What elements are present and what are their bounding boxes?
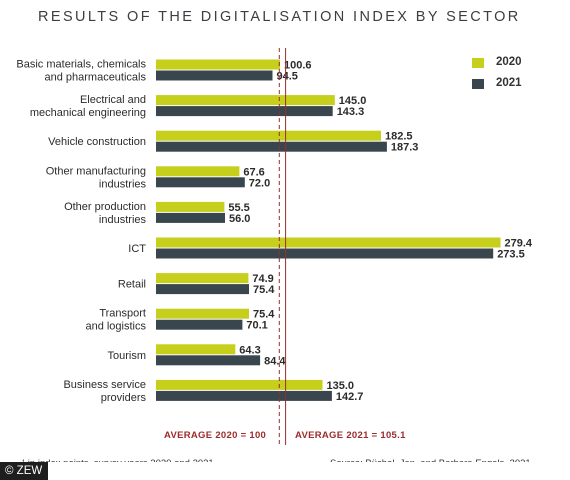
bar-2021-1 — [156, 106, 333, 117]
value-label-2021-6: 75.4 — [253, 284, 275, 296]
value-label-2021-2: 187.3 — [391, 142, 419, 154]
value-label-2021-8: 84.4 — [264, 355, 286, 367]
bar-2020-5 — [156, 237, 501, 248]
value-label-2020-6: 74.9 — [252, 273, 273, 285]
value-label-2021-7: 70.1 — [246, 320, 267, 332]
value-label-2021-1: 143.3 — [337, 106, 365, 118]
category-label-7-0: Transport — [99, 308, 146, 320]
bar-2020-6 — [156, 273, 249, 284]
bar-2020-4 — [156, 201, 225, 212]
bar-2021-8 — [156, 355, 261, 366]
category-label-3-1: industries — [99, 178, 147, 190]
category-label-8-0: Tourism — [107, 350, 146, 362]
bars-group — [156, 59, 501, 401]
category-label-1-0: Electrical and — [80, 94, 146, 106]
bar-2020-8 — [156, 344, 236, 355]
bar-2021-7 — [156, 319, 243, 330]
average-2021-label: AVERAGE 2021 = 105.1 — [295, 430, 406, 441]
category-label-2-0: Vehicle construction — [48, 136, 146, 148]
value-label-2020-5: 279.4 — [505, 238, 533, 250]
category-label-9-1: providers — [101, 392, 147, 404]
value-label-2020-3: 67.6 — [243, 166, 264, 178]
bar-2020-2 — [156, 130, 381, 141]
bar-2020-0 — [156, 59, 280, 70]
value-label-2020-8: 64.3 — [239, 344, 260, 356]
chart-title: RESULTS OF THE DIGITALISATION INDEX BY S… — [38, 9, 521, 25]
category-label-7-1: and logistics — [85, 321, 146, 333]
category-label-4-0: Other production — [64, 201, 146, 213]
bar-2020-9 — [156, 379, 323, 390]
bar-2020-3 — [156, 166, 240, 177]
average-2020-label: AVERAGE 2020 = 100 — [164, 430, 267, 441]
value-label-2020-4: 55.5 — [228, 202, 249, 214]
legend-swatch-2020 — [472, 58, 484, 68]
value-label-2021-4: 56.0 — [229, 213, 250, 225]
category-label-0-1: and pharmaceuticals — [44, 72, 146, 84]
bar-2021-6 — [156, 284, 249, 295]
legend-label-2020: 2020 — [496, 56, 522, 68]
copyright-bar: © ZEW — [0, 462, 570, 480]
value-label-2020-7: 75.4 — [253, 309, 275, 321]
bar-2021-2 — [156, 141, 387, 152]
bar-2021-9 — [156, 390, 332, 401]
value-label-2021-3: 72.0 — [249, 177, 270, 189]
category-label-9-0: Business service — [63, 379, 146, 391]
category-label-0-0: Basic materials, chemicals — [16, 59, 146, 71]
value-label-2020-1: 145.0 — [339, 95, 367, 107]
value-label-2020-0: 100.6 — [284, 60, 312, 72]
bar-2021-4 — [156, 212, 225, 223]
copyright-label: © ZEW — [0, 462, 49, 480]
category-label-4-1: industries — [99, 214, 147, 226]
legend-swatch-2021 — [472, 79, 484, 89]
category-label-5-0: ICT — [128, 243, 146, 255]
bar-2020-1 — [156, 95, 335, 106]
bar-2021-5 — [156, 248, 494, 259]
value-label-2021-0: 94.5 — [277, 71, 298, 83]
reference-lines-group — [278, 48, 287, 445]
bar-2020-7 — [156, 308, 249, 319]
value-label-2020-9: 135.0 — [327, 380, 355, 392]
category-label-3-0: Other manufacturing — [46, 165, 146, 177]
value-label-2021-5: 273.5 — [497, 249, 525, 261]
value-label-2021-9: 142.7 — [336, 391, 364, 403]
legend-label-2021: 2021 — [496, 77, 522, 89]
category-label-6-0: Retail — [118, 279, 146, 291]
bar-2021-3 — [156, 177, 245, 188]
value-label-2020-2: 182.5 — [385, 131, 413, 143]
bar-2021-0 — [156, 70, 273, 81]
category-label-1-1: mechanical engineering — [30, 107, 146, 119]
